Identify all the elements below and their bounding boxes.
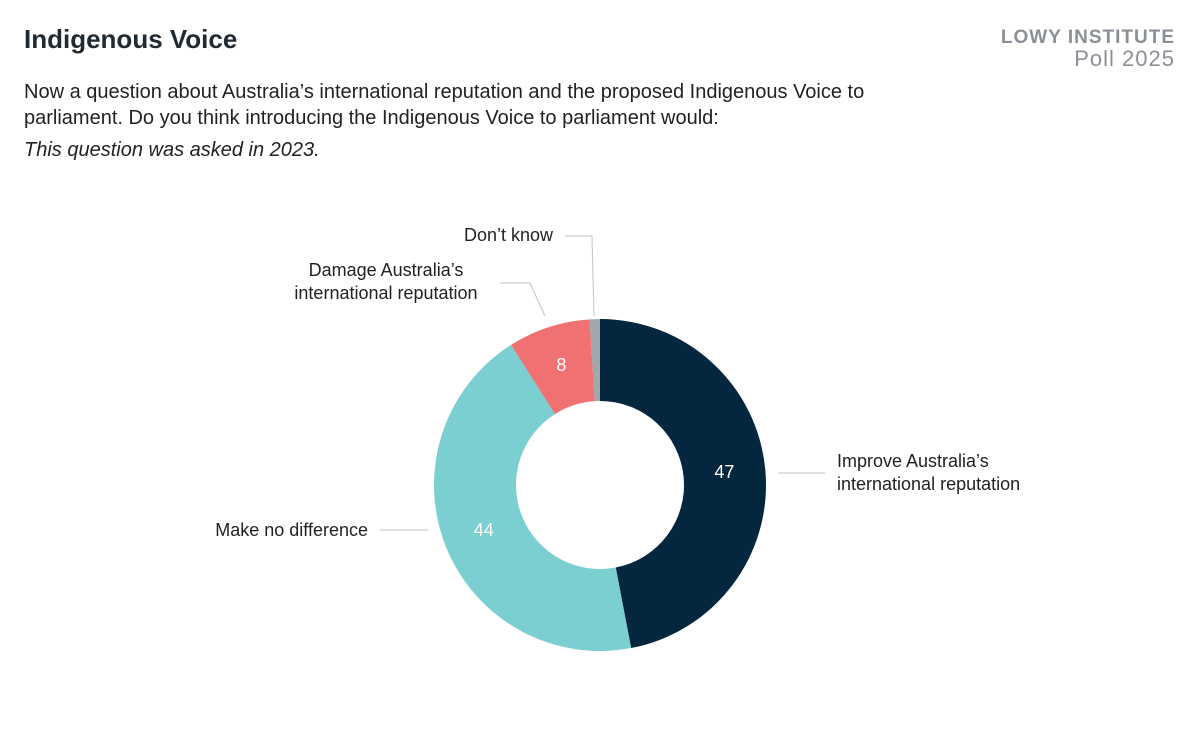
value-label: 8 [556, 355, 566, 375]
brand-name: LOWY INSTITUTE [1000, 27, 1175, 48]
donut-slice [511, 319, 595, 415]
leader-line [565, 235, 595, 317]
category-label: Make no difference [215, 520, 368, 540]
title: Indigenous Voice [24, 24, 238, 54]
brand: LOWY INSTITUTE Poll 2025 [1001, 28, 1175, 70]
brand-sub: Poll 2025 [1074, 46, 1175, 71]
category-label: Damage Australia’s international reputat… [294, 260, 478, 303]
category-label: Don’t know [463, 225, 553, 245]
value-label: 44 [474, 520, 494, 540]
note: This question was asked in 2023. [24, 139, 320, 161]
subtitle: Now a question about Australia’s interna… [24, 81, 865, 129]
donut-slice [434, 344, 632, 651]
donut-slice [600, 319, 766, 649]
category-label: Improve Australia’s international reputa… [837, 451, 1021, 494]
leader-line [500, 282, 546, 317]
value-label: 47 [714, 462, 734, 482]
donut-slice [589, 319, 600, 402]
